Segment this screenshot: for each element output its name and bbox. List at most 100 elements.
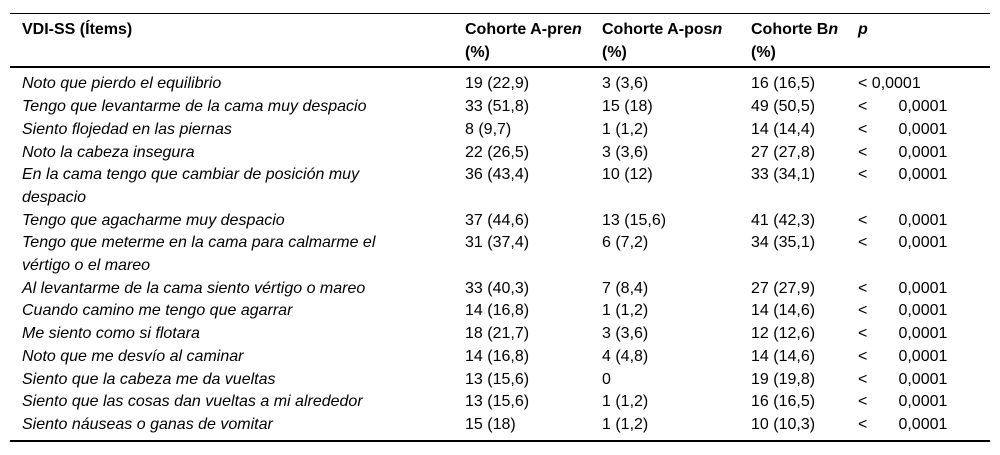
cohorte-a-pre-cell: 18 (21,7) bbox=[465, 325, 530, 343]
header-cohorte-a-pre-unit: (%) bbox=[465, 43, 490, 61]
table-body: Noto que pierdo el equilibrio 19 (22,9) … bbox=[10, 67, 990, 440]
item-cell: Siento que las cosas dan vueltas a mi al… bbox=[22, 393, 363, 411]
table-row: Siento náuseas o ganas de vomitar 15 (18… bbox=[10, 414, 990, 441]
cohorte-a-pre-cell: 19 (22,9) bbox=[465, 75, 530, 93]
p-value-cell: < 0,0001 bbox=[858, 166, 948, 184]
table-header: VDI-SS (Ítems) Cohorte A-pren (%) Cohort… bbox=[10, 14, 990, 68]
cohorte-a-pos-cell: 1 (1,2) bbox=[602, 393, 649, 411]
cohorte-b-cell: 14 (14,6) bbox=[751, 347, 816, 365]
header-items-label: VDI-SS (Ítems) bbox=[22, 21, 133, 38]
header-cohorte-b-unit: (%) bbox=[751, 43, 776, 61]
cohorte-b-cell: 14 (14,4) bbox=[751, 120, 816, 138]
cohorte-b-cell: 27 (27,9) bbox=[751, 279, 816, 297]
item-cell: Tengo que agacharme muy despacio bbox=[22, 211, 285, 229]
cohorte-a-pos-cell: 4 (4,8) bbox=[602, 347, 649, 365]
table-row: Noto que me desvío al caminar 14 (16,8) … bbox=[10, 346, 990, 369]
cohorte-a-pre-cell: 22 (26,5) bbox=[465, 143, 530, 161]
p-value-cell: < 0,0001 bbox=[858, 393, 948, 411]
header-cohorte-a-pre: Cohorte A-pren (%) bbox=[465, 14, 602, 68]
table-row: Tengo que levantarme de la cama muy desp… bbox=[10, 96, 990, 119]
cohorte-b-cell: 16 (16,5) bbox=[751, 393, 816, 411]
p-value-cell: < 0,0001 bbox=[858, 234, 948, 252]
table-row: Cuando camino me tengo que agarrar 14 (1… bbox=[10, 300, 990, 323]
cohorte-a-pre-cell: 37 (44,6) bbox=[465, 211, 530, 229]
cohorte-b-cell: 34 (35,1) bbox=[751, 234, 816, 252]
cohorte-a-pre-cell: 33 (40,3) bbox=[465, 279, 530, 297]
cohorte-a-pre-cell: 15 (18) bbox=[465, 415, 516, 433]
p-value-cell: < 0,0001 bbox=[858, 347, 948, 365]
header-cohorte-b-label: Cohorte B bbox=[751, 21, 829, 38]
cohorte-a-pos-cell: 1 (1,2) bbox=[602, 415, 649, 433]
cohorte-a-pos-cell: 7 (8,4) bbox=[602, 279, 649, 297]
p-value-cell: < 0,0001 bbox=[858, 75, 921, 93]
item-cell: Noto la cabeza insegura bbox=[22, 143, 195, 161]
cohorte-b-cell: 33 (34,1) bbox=[751, 166, 816, 184]
p-value-cell: < 0,0001 bbox=[858, 98, 948, 116]
cohorte-a-pre-cell: 13 (15,6) bbox=[465, 393, 530, 411]
header-cohorte-a-pos-n: n bbox=[712, 21, 723, 38]
item-cell: Siento que la cabeza me da vueltas bbox=[22, 370, 276, 388]
p-value-cell: < 0,0001 bbox=[858, 302, 948, 320]
p-value-cell: < 0,0001 bbox=[858, 211, 948, 229]
table-row: Siento flojedad en las piernas 8 (9,7) 1… bbox=[10, 119, 990, 142]
cohorte-a-pre-cell: 36 (43,4) bbox=[465, 166, 530, 184]
cohorte-a-pos-cell: 13 (15,6) bbox=[602, 211, 667, 229]
item-cell: Tengo que levantarme de la cama muy desp… bbox=[22, 98, 367, 116]
cohorte-a-pos-cell: 10 (12) bbox=[602, 166, 653, 184]
cohorte-a-pre-cell: 8 (9,7) bbox=[465, 120, 512, 138]
cohorte-b-cell: 27 (27,8) bbox=[751, 143, 816, 161]
table-row: Siento que la cabeza me da vueltas 13 (1… bbox=[10, 369, 990, 392]
table-row: Noto la cabeza insegura 22 (26,5) 3 (3,6… bbox=[10, 142, 990, 165]
table-row: Al levantarme de la cama siento vértigo … bbox=[10, 278, 990, 301]
item-cell: En la cama tengo que cambiar de posición… bbox=[22, 166, 360, 206]
vdi-ss-table: VDI-SS (Ítems) Cohorte A-pren (%) Cohort… bbox=[10, 13, 990, 442]
cohorte-a-pre-cell: 14 (16,8) bbox=[465, 347, 530, 365]
cohorte-a-pre-cell: 33 (51,8) bbox=[465, 98, 530, 116]
p-value-cell: < 0,0001 bbox=[858, 325, 948, 343]
header-cohorte-b-n: n bbox=[828, 21, 839, 38]
item-cell: Noto que pierdo el equilibrio bbox=[22, 75, 222, 93]
document-page: VDI-SS (Ítems) Cohorte A-pren (%) Cohort… bbox=[10, 13, 990, 442]
cohorte-b-cell: 14 (14,6) bbox=[751, 302, 816, 320]
table-row: Me siento como si flotara 18 (21,7) 3 (3… bbox=[10, 323, 990, 346]
p-value-cell: < 0,0001 bbox=[858, 370, 948, 388]
cohorte-a-pre-cell: 13 (15,6) bbox=[465, 370, 530, 388]
cohorte-a-pos-cell: 3 (3,6) bbox=[602, 75, 649, 93]
item-cell: Siento flojedad en las piernas bbox=[22, 120, 232, 138]
cohorte-a-pre-cell: 14 (16,8) bbox=[465, 302, 530, 320]
cohorte-a-pos-cell: 1 (1,2) bbox=[602, 120, 649, 138]
header-cohorte-a-pre-n: n bbox=[571, 21, 582, 38]
table-row: En la cama tengo que cambiar de posición… bbox=[10, 164, 990, 209]
header-p-label: p bbox=[858, 21, 868, 38]
cohorte-a-pos-cell: 3 (3,6) bbox=[602, 143, 649, 161]
header-cohorte-a-pos: Cohorte A-posn (%) bbox=[602, 14, 751, 68]
header-cohorte-a-pos-label: Cohorte A-pos bbox=[602, 21, 713, 38]
table-row: Tengo que meterme en la cama para calmar… bbox=[10, 232, 990, 277]
header-cohorte-a-pre-label: Cohorte A-pre bbox=[465, 21, 572, 38]
item-cell: Me siento como si flotara bbox=[22, 325, 200, 343]
item-cell: Al levantarme de la cama siento vértigo … bbox=[22, 279, 366, 297]
cohorte-b-cell: 16 (16,5) bbox=[751, 75, 816, 93]
header-p: p bbox=[858, 14, 990, 68]
p-value-cell: < 0,0001 bbox=[858, 120, 948, 138]
cohorte-a-pos-cell: 15 (18) bbox=[602, 98, 653, 116]
table-row: Noto que pierdo el equilibrio 19 (22,9) … bbox=[10, 67, 990, 96]
cohorte-b-cell: 10 (10,3) bbox=[751, 415, 816, 433]
cohorte-b-cell: 19 (19,8) bbox=[751, 370, 816, 388]
cohorte-a-pos-cell: 0 bbox=[602, 370, 611, 388]
header-cohorte-b: Cohorte Bn (%) bbox=[751, 14, 858, 68]
cohorte-a-pos-cell: 3 (3,6) bbox=[602, 325, 649, 343]
item-cell: Tengo que meterme en la cama para calmar… bbox=[22, 234, 376, 275]
cohorte-b-cell: 41 (42,3) bbox=[751, 211, 816, 229]
item-cell: Noto que me desvío al caminar bbox=[22, 347, 244, 365]
item-cell: Siento náuseas o ganas de vomitar bbox=[22, 415, 273, 433]
p-value-cell: < 0,0001 bbox=[858, 279, 948, 297]
header-items: VDI-SS (Ítems) bbox=[10, 14, 465, 68]
p-value-cell: < 0,0001 bbox=[858, 143, 948, 161]
p-value-cell: < 0,0001 bbox=[858, 415, 948, 433]
cohorte-a-pos-cell: 6 (7,2) bbox=[602, 234, 649, 252]
cohorte-a-pre-cell: 31 (37,4) bbox=[465, 234, 530, 252]
table-row: Siento que las cosas dan vueltas a mi al… bbox=[10, 391, 990, 414]
cohorte-b-cell: 12 (12,6) bbox=[751, 325, 816, 343]
cohorte-b-cell: 49 (50,5) bbox=[751, 98, 816, 116]
